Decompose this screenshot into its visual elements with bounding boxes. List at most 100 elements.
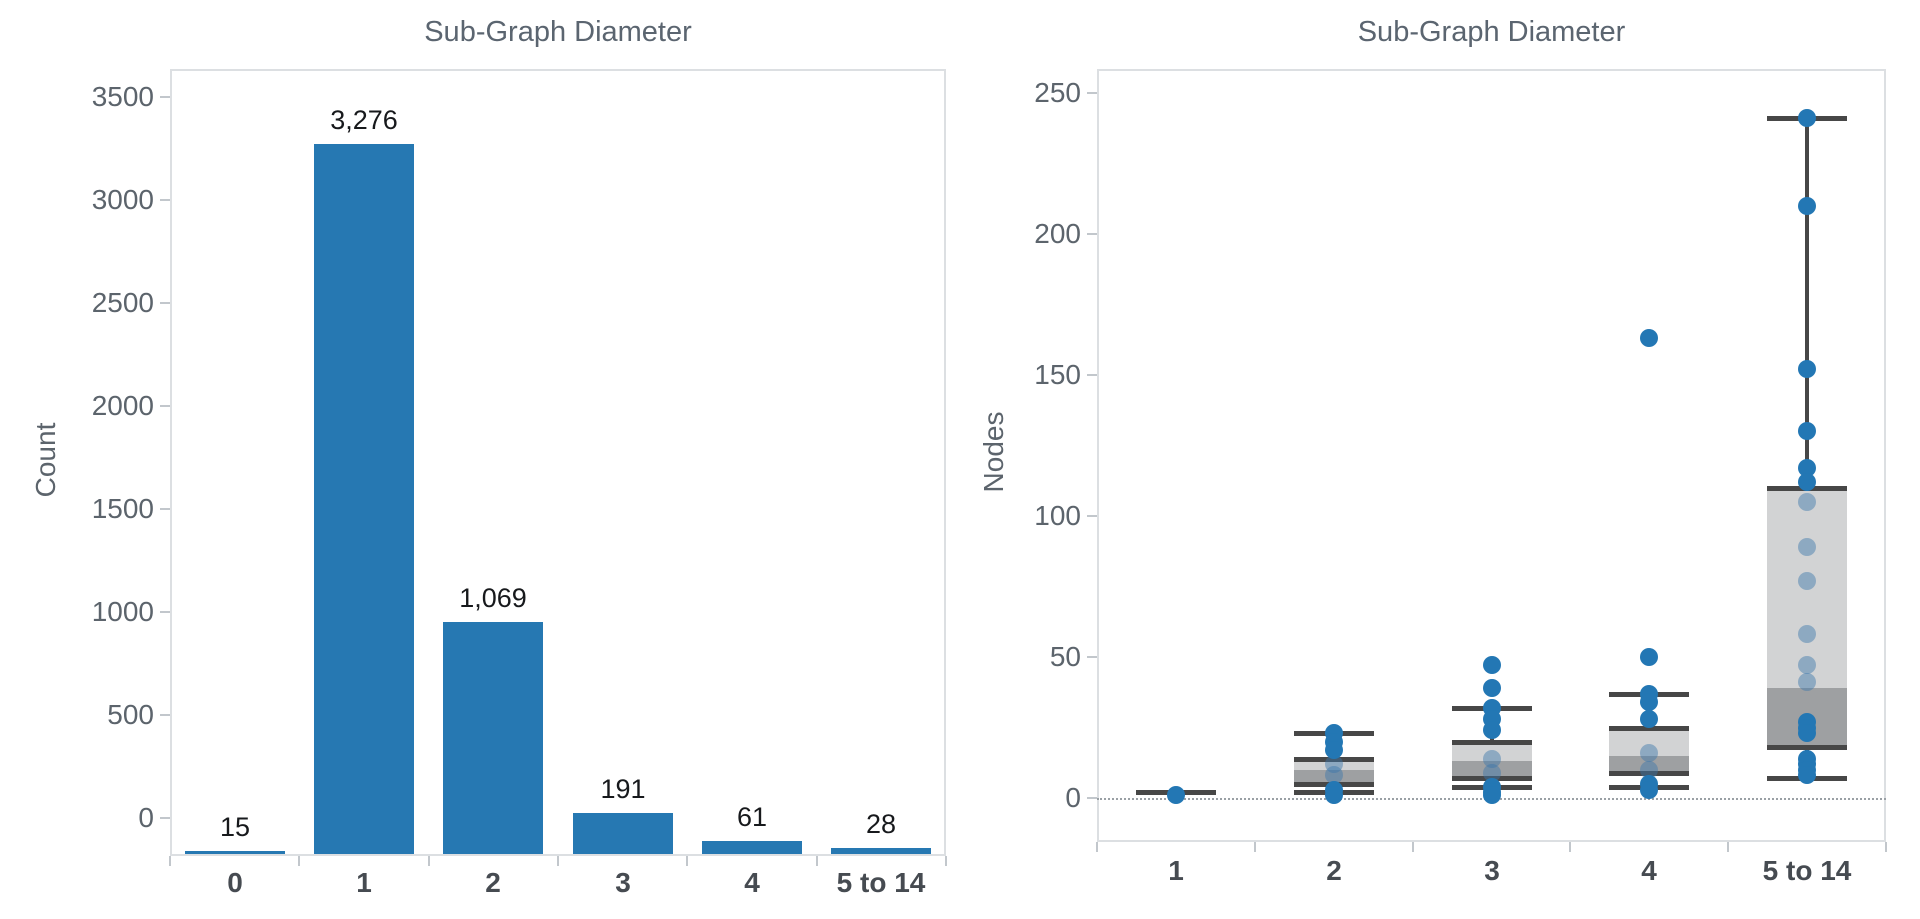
bar-value-label: 61 [736,802,768,832]
data-point-faded[interactable] [1798,493,1816,511]
y-tick-label: 0 [1065,782,1081,813]
bar-4[interactable] [702,841,802,854]
box-lower-quartile-fill[interactable] [1452,761,1532,778]
data-point[interactable] [1798,422,1816,440]
bar-value-label: 28 [865,809,897,839]
data-point[interactable] [1640,693,1658,711]
y-tick-mark [1087,656,1097,658]
x-category-label: 2 [485,867,501,898]
x-category-label: 3 [1484,855,1500,886]
box-upper-quartile-fill[interactable] [1452,742,1532,762]
data-point[interactable] [1798,766,1816,784]
x-tick-mark [686,856,688,866]
x-tick-mark [945,856,947,866]
y-tick-label: 3500 [91,81,154,112]
data-point[interactable] [1798,197,1816,215]
data-point-faded[interactable] [1798,572,1816,590]
x-tick-mark [1569,842,1571,852]
x-tick-mark [1727,842,1729,852]
y-tick-mark [1087,374,1097,376]
x-tick-mark [169,856,171,866]
data-point-faded[interactable] [1798,538,1816,556]
data-point-faded[interactable] [1798,625,1816,643]
data-point[interactable] [1325,786,1343,804]
x-category-label: 1 [1168,855,1184,886]
data-point-faded[interactable] [1483,750,1501,768]
y-tick-label: 2500 [91,287,154,318]
y-tick-label: 0 [138,802,154,833]
data-point[interactable] [1167,786,1185,804]
box-upper-quartile-fill[interactable] [1609,728,1689,756]
data-point-faded[interactable] [1325,755,1343,773]
y-tick-label: 200 [1034,218,1081,249]
y-tick-mark [1087,515,1097,517]
box-q1-line [1767,745,1847,750]
upper-whisker-line [1805,118,1809,487]
data-point-faded[interactable] [1640,761,1658,779]
bar-value-label: 3,276 [330,105,398,135]
data-point[interactable] [1798,459,1816,477]
x-category-label: 4 [1641,855,1657,886]
box-upper-quartile-fill[interactable] [1294,759,1374,770]
y-tick-label: 150 [1034,359,1081,390]
box-q3-line [1609,726,1689,731]
data-point[interactable] [1640,648,1658,666]
data-point[interactable] [1483,679,1501,697]
bar-chart-title: Sub-Graph Diameter [424,16,692,48]
data-point[interactable] [1325,741,1343,759]
bar-3[interactable] [573,813,673,854]
data-point-faded[interactable] [1483,764,1501,782]
data-point[interactable] [1798,724,1816,742]
y-tick-mark [1087,233,1097,235]
data-point[interactable] [1483,656,1501,674]
x-category-label: 5 to 14 [1762,855,1852,886]
bar-value-label: 191 [600,774,646,804]
box-upper-quartile-fill[interactable] [1767,488,1847,688]
bar-5 to 14[interactable] [831,848,931,854]
data-point-faded[interactable] [1325,766,1343,784]
y-tick-label: 1000 [91,596,154,627]
x-category-label: 5 to 14 [836,867,926,898]
data-point[interactable] [1640,781,1658,799]
data-point[interactable] [1640,710,1658,728]
x-tick-mark [1096,842,1098,852]
x-category-label: 0 [227,867,243,898]
box-lower-quartile-fill[interactable] [1609,756,1689,773]
x-tick-mark [1254,842,1256,852]
x-tick-mark [557,856,559,866]
y-tick-mark [1087,92,1097,94]
box-chart-y-axis-title: Nodes [978,411,1009,493]
y-tick-label: 500 [107,699,154,730]
data-point-faded[interactable] [1798,673,1816,691]
x-category-label: 4 [744,867,760,898]
y-tick-label: 2000 [91,390,154,421]
y-tick-label: 1500 [91,493,154,524]
data-point[interactable] [1798,109,1816,127]
y-tick-mark [160,302,170,304]
data-point-faded[interactable] [1798,656,1816,674]
data-point[interactable] [1640,329,1658,347]
y-tick-mark [160,714,170,716]
y-tick-mark [1087,797,1097,799]
y-tick-label: 50 [1049,641,1081,672]
data-point[interactable] [1483,721,1501,739]
bar-2[interactable] [443,622,543,854]
y-tick-mark [160,611,170,613]
x-tick-mark [298,856,300,866]
bar-0[interactable] [185,851,285,854]
box-q3-line [1294,757,1374,762]
x-category-label: 3 [615,867,631,898]
box-chart-title: Sub-Graph Diameter [1357,16,1626,48]
bar-1[interactable] [314,144,414,854]
box-lower-quartile-fill[interactable] [1294,770,1374,784]
y-tick-mark [160,96,170,98]
y-tick-label: 100 [1034,500,1081,531]
bar-value-label: 15 [219,812,251,842]
data-point[interactable] [1483,786,1501,804]
y-tick-mark [160,508,170,510]
data-point[interactable] [1798,473,1816,491]
y-tick-mark [160,817,170,819]
data-point-faded[interactable] [1640,744,1658,762]
data-point[interactable] [1798,360,1816,378]
